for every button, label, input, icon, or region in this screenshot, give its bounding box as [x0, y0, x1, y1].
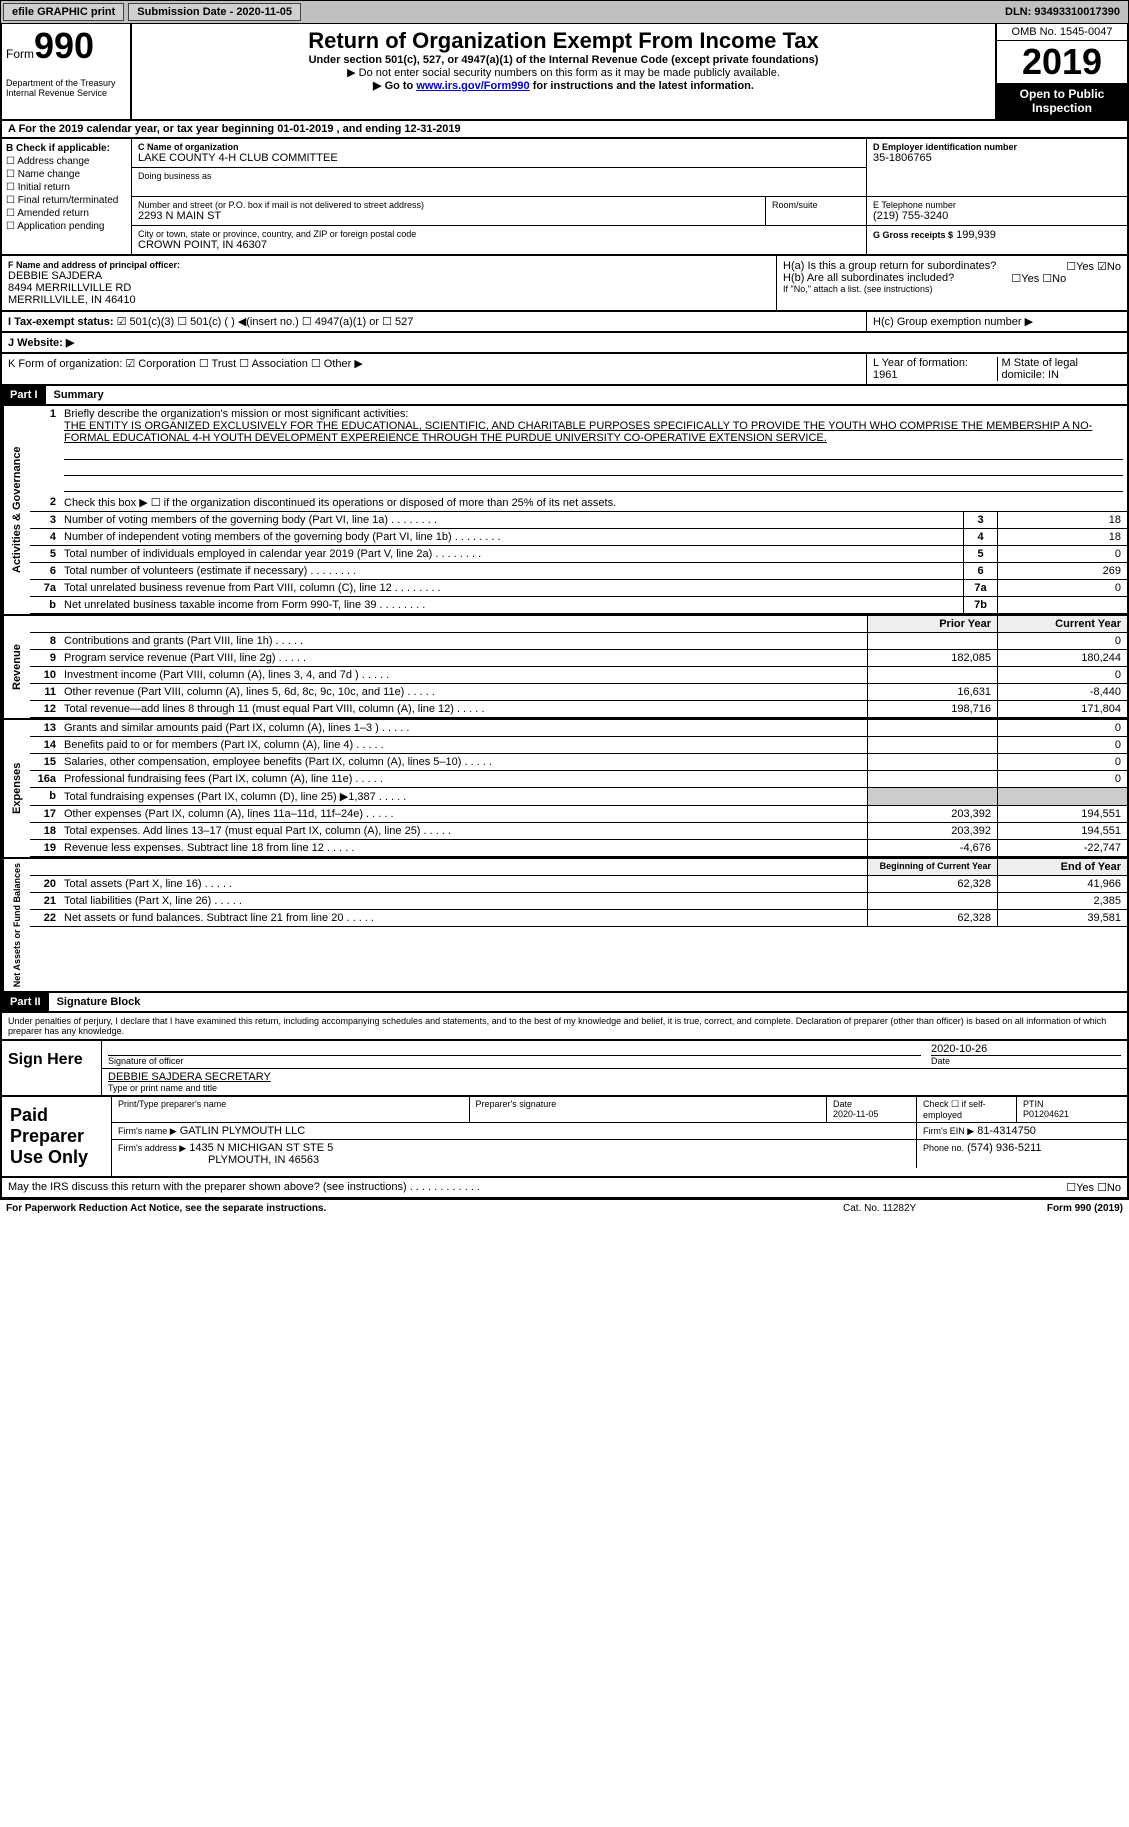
- summary-row: 15Salaries, other compensation, employee…: [30, 754, 1127, 771]
- h-c: H(c) Group exemption number ▶: [867, 312, 1127, 331]
- gross-receipts: 199,939: [956, 229, 996, 241]
- h-a: H(a) Is this a group return for subordin…: [783, 260, 1121, 272]
- open-inspection: Open to Public Inspection: [997, 83, 1127, 119]
- summary-row: 9Program service revenue (Part VIII, lin…: [30, 650, 1127, 667]
- dept-treasury: Department of the Treasury Internal Reve…: [6, 78, 126, 98]
- firm-ein: 81-4314750: [977, 1125, 1036, 1137]
- officer-name: DEBBIE SAJDERA: [8, 270, 770, 282]
- summary-row: 4Number of independent voting members of…: [30, 529, 1127, 546]
- summary-row: 12Total revenue—add lines 8 through 11 (…: [30, 701, 1127, 718]
- street-address: 2293 N MAIN ST: [138, 210, 759, 222]
- summary-row: 16aProfessional fundraising fees (Part I…: [30, 771, 1127, 788]
- part-ii-header: Part II Signature Block: [0, 993, 1129, 1013]
- website: J Website: ▶: [0, 333, 1129, 354]
- firm-name: GATLIN PLYMOUTH LLC: [180, 1125, 306, 1137]
- summary-row: 3Number of voting members of the governi…: [30, 512, 1127, 529]
- cb-application-pending[interactable]: ☐ Application pending: [6, 221, 127, 232]
- form-title: Return of Organization Exempt From Incom…: [136, 28, 991, 54]
- submission-date: Submission Date - 2020-11-05: [128, 3, 301, 21]
- year-formation: L Year of formation: 1961: [873, 357, 998, 381]
- firm-addr1: 1435 N MICHIGAN ST STE 5: [189, 1142, 333, 1154]
- sig-date: 2020-10-26: [931, 1043, 1121, 1055]
- top-bar: efile GRAPHIC print Submission Date - 20…: [0, 0, 1129, 24]
- entity-info: B Check if applicable: ☐ Address change …: [0, 139, 1129, 256]
- summary-row: 5Total number of individuals employed in…: [30, 546, 1127, 563]
- form-word: Form: [6, 47, 34, 61]
- line-a-tax-year: A For the 2019 calendar year, or tax yea…: [0, 121, 1129, 139]
- tax-year: 2019: [997, 41, 1127, 83]
- tax-exempt-status: I Tax-exempt status: ☑ 501(c)(3) ☐ 501(c…: [2, 312, 867, 331]
- vlabel-expenses: Expenses: [2, 720, 30, 857]
- omb-number: OMB No. 1545-0047: [997, 24, 1127, 41]
- vlabel-revenue: Revenue: [2, 616, 30, 718]
- summary-row: 19Revenue less expenses. Subtract line 1…: [30, 840, 1127, 857]
- summary-row: 6Total number of volunteers (estimate if…: [30, 563, 1127, 580]
- city-state-zip: CROWN POINT, IN 46307: [138, 239, 860, 251]
- part-i-header: Part I Summary: [0, 386, 1129, 406]
- cb-name-change[interactable]: ☐ Name change: [6, 169, 127, 180]
- summary-row: 11Other revenue (Part VIII, column (A), …: [30, 684, 1127, 701]
- footer: For Paperwork Reduction Act Notice, see …: [0, 1199, 1129, 1217]
- ptin: P01204621: [1023, 1109, 1069, 1119]
- cb-initial-return[interactable]: ☐ Initial return: [6, 182, 127, 193]
- summary-row: 14Benefits paid to or for members (Part …: [30, 737, 1127, 754]
- summary-row: 22Net assets or fund balances. Subtract …: [30, 910, 1127, 927]
- summary-row: 8Contributions and grants (Part VIII, li…: [30, 633, 1127, 650]
- summary-row: 18Total expenses. Add lines 13–17 (must …: [30, 823, 1127, 840]
- officer-and-h: F Name and address of principal officer:…: [0, 256, 1129, 312]
- summary-row: bTotal fundraising expenses (Part IX, co…: [30, 788, 1127, 806]
- summary-row: 7aTotal unrelated business revenue from …: [30, 580, 1127, 597]
- sign-here-block: Sign Here Signature of officer 2020-10-2…: [0, 1041, 1129, 1097]
- org-name: LAKE COUNTY 4-H CLUB COMMITTEE: [138, 152, 860, 164]
- goto-note: ▶ Go to www.irs.gov/Form990 for instruct…: [136, 79, 991, 92]
- efile-button[interactable]: efile GRAPHIC print: [3, 3, 124, 21]
- box-b: B Check if applicable: ☐ Address change …: [2, 139, 132, 254]
- form-990: 990: [34, 25, 94, 66]
- summary-row: bNet unrelated business taxable income f…: [30, 597, 1127, 614]
- ein: 35-1806765: [873, 152, 1121, 164]
- state-domicile: M State of legal domicile: IN: [998, 357, 1122, 381]
- ssn-note: ▶ Do not enter social security numbers o…: [136, 66, 991, 79]
- firm-phone: (574) 936-5211: [967, 1142, 1041, 1154]
- cb-address-change[interactable]: ☐ Address change: [6, 156, 127, 167]
- summary-row: 17Other expenses (Part IX, column (A), l…: [30, 806, 1127, 823]
- h-b: H(b) Are all subordinates included? ☐Yes…: [783, 272, 1121, 284]
- paid-preparer-block: Paid Preparer Use Only Print/Type prepar…: [0, 1097, 1129, 1178]
- prep-date: 2020-11-05: [833, 1109, 878, 1119]
- firm-addr2: PLYMOUTH, IN 46563: [208, 1154, 319, 1166]
- irs-link[interactable]: www.irs.gov/Form990: [416, 80, 529, 92]
- form-subtitle: Under section 501(c), 527, or 4947(a)(1)…: [136, 54, 991, 66]
- summary-row: 20Total assets (Part X, line 16) . . . .…: [30, 876, 1127, 893]
- phone: (219) 755-3240: [873, 210, 1121, 222]
- summary-row: 10Investment income (Part VIII, column (…: [30, 667, 1127, 684]
- irs-discuss-row: May the IRS discuss this return with the…: [0, 1178, 1129, 1199]
- officer-print-name: DEBBIE SAJDERA SECRETARY: [108, 1071, 1121, 1083]
- form-of-org: K Form of organization: ☑ Corporation ☐ …: [2, 354, 867, 384]
- dba: [138, 181, 860, 193]
- form-header: Form990 Department of the Treasury Inter…: [0, 24, 1129, 121]
- summary-row: 13Grants and similar amounts paid (Part …: [30, 720, 1127, 737]
- dln: DLN: 93493310017390: [997, 4, 1128, 20]
- perjury-declaration: Under penalties of perjury, I declare th…: [0, 1013, 1129, 1041]
- vlabel-activities: Activities & Governance: [2, 406, 30, 614]
- vlabel-netassets: Net Assets or Fund Balances: [2, 859, 30, 991]
- summary-row: 21Total liabilities (Part X, line 26) . …: [30, 893, 1127, 910]
- mission-text: THE ENTITY IS ORGANIZED EXCLUSIVELY FOR …: [64, 420, 1092, 444]
- cb-final-return[interactable]: ☐ Final return/terminated: [6, 195, 127, 206]
- cb-amended[interactable]: ☐ Amended return: [6, 208, 127, 219]
